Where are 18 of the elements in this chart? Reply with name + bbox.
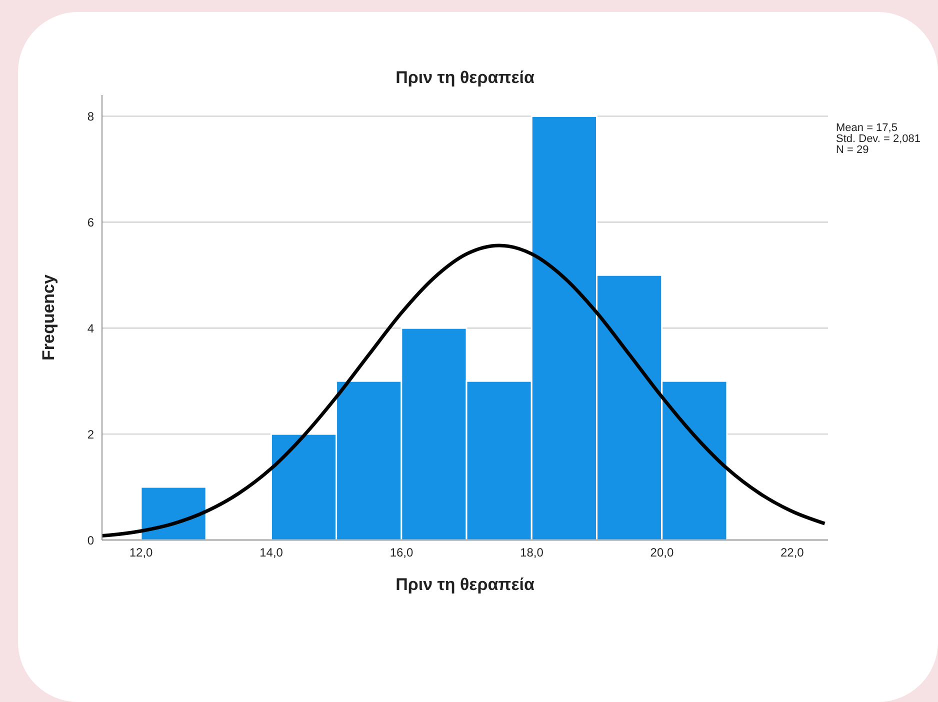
line-series <box>102 244 826 538</box>
y-tick-label: 6 <box>87 215 94 230</box>
x-tick-label: 18,0 <box>520 546 544 560</box>
x-tick-label: 22,0 <box>780 546 804 560</box>
text: Mean = 17,5 <box>836 122 898 134</box>
chart-title: Πριν τη θεραπεία <box>394 68 536 88</box>
y-tick-label: 4 <box>87 321 94 336</box>
y-axis-title: Frequency <box>39 274 58 360</box>
x-tick-label: 12,0 <box>129 546 154 560</box>
text: Std. Dev. = 2,081 <box>836 133 920 145</box>
y-tick-label: 2 <box>87 427 94 442</box>
x-axis-title: Πριν τη θεραπεία <box>396 575 535 594</box>
x-tick-label: 20,0 <box>650 546 674 560</box>
y-tick-label: 8 <box>87 109 94 124</box>
x-tick-label: 14,0 <box>260 546 284 560</box>
y-tick-label: 0 <box>87 533 94 548</box>
x-tick-label: 16,0 <box>390 546 414 560</box>
text: N = 29 <box>836 144 870 156</box>
